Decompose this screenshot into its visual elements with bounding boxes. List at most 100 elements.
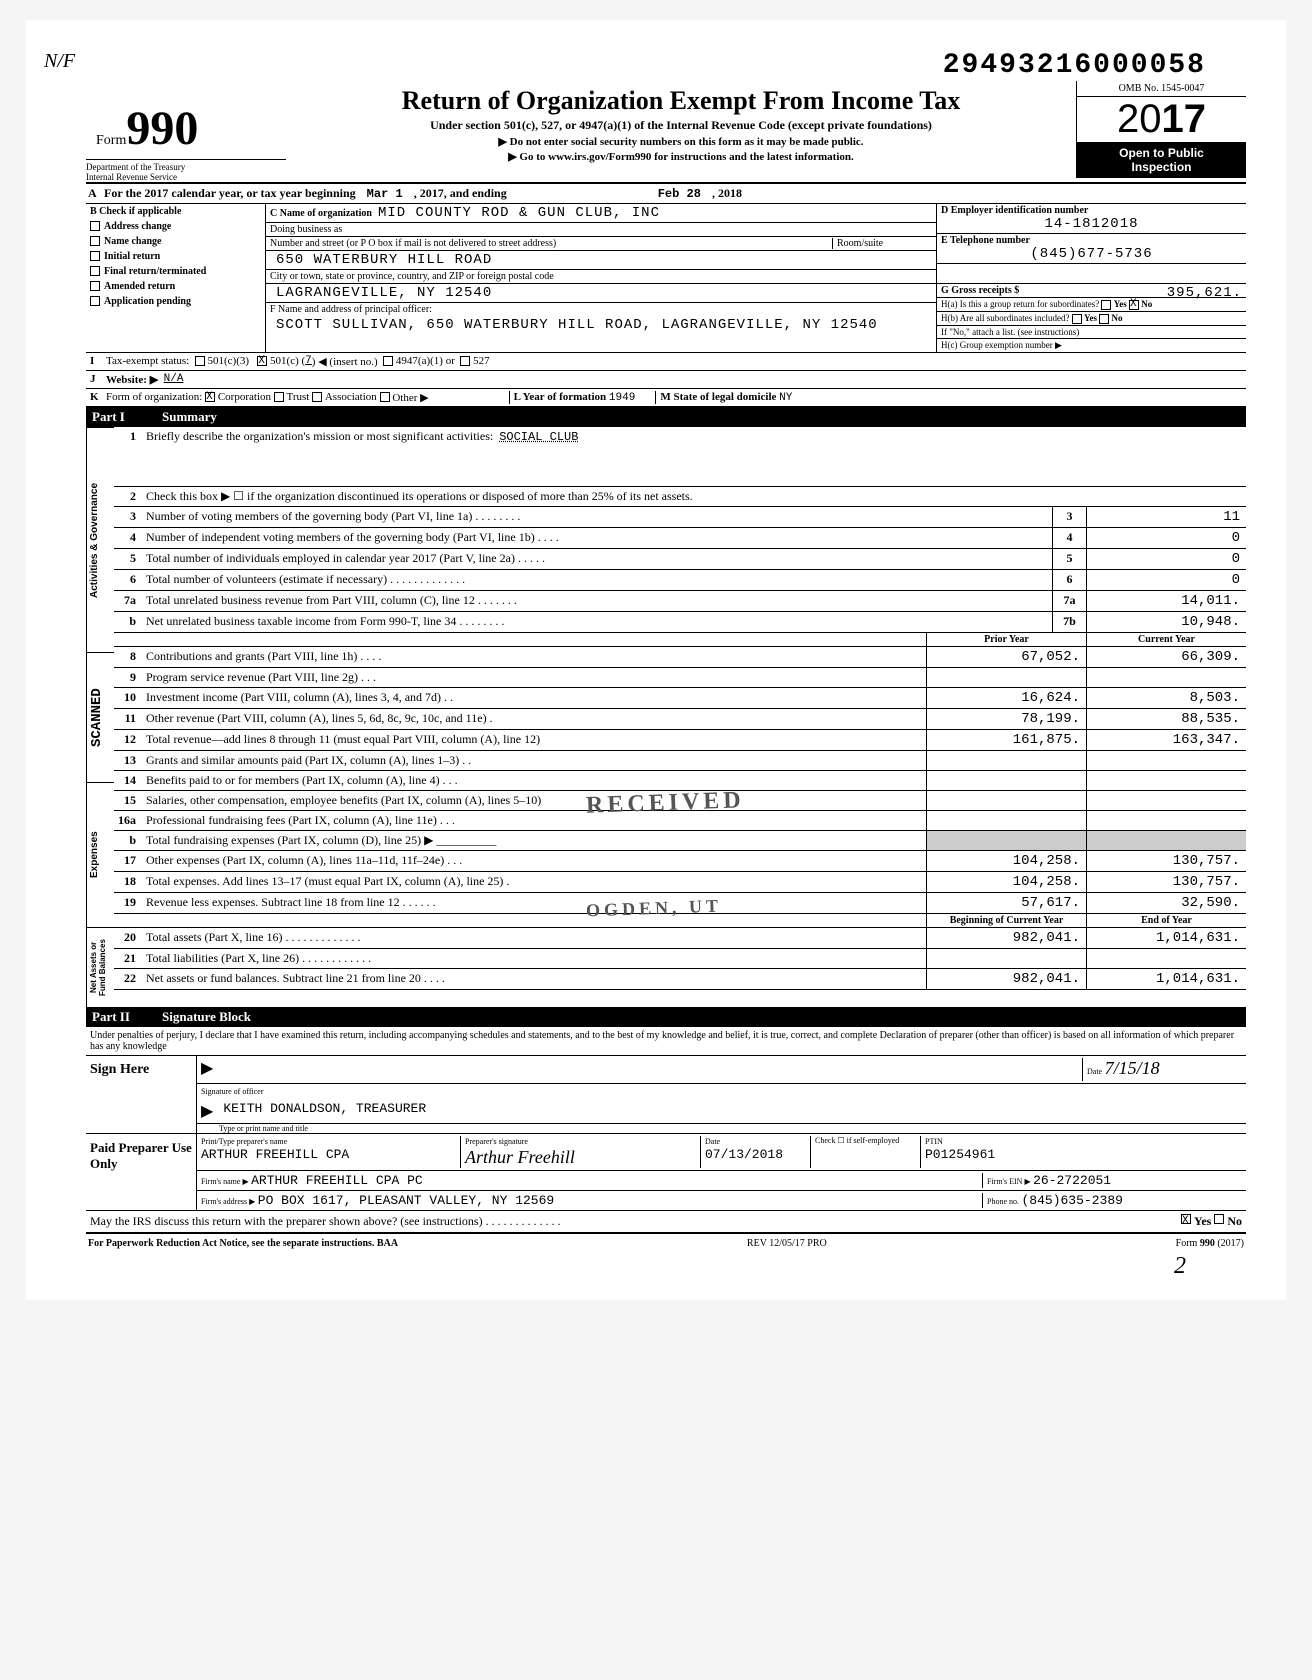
- part1-title: Summary: [162, 409, 217, 425]
- dln: 29493216000058: [86, 50, 1246, 81]
- part-1-header: Part I Summary: [86, 407, 1246, 427]
- l12-desc: Total revenue—add lines 8 through 11 (mu…: [142, 730, 926, 750]
- chk-other[interactable]: [380, 392, 390, 402]
- row-k: K Form of organization: Corporation Trus…: [86, 389, 1246, 407]
- declaration: Under penalties of perjury, I declare th…: [86, 1027, 1246, 1055]
- gross-lbl: G Gross receipts $: [941, 285, 1019, 296]
- l10-desc: Investment income (Part VIII, column (A)…: [142, 688, 926, 708]
- l13-desc: Grants and similar amounts paid (Part IX…: [142, 751, 926, 770]
- sign-date: 7/15/18: [1105, 1058, 1160, 1078]
- city-lbl: City or town, state or province, country…: [270, 271, 554, 282]
- chk-discuss-no[interactable]: [1214, 1214, 1224, 1224]
- telephone: (845)677-5736: [941, 246, 1242, 262]
- l17-py: 104,258.: [926, 851, 1086, 871]
- footer-mid: REV 12/05/17 PRO: [747, 1238, 827, 1249]
- l19-py: 57,617.: [926, 893, 1086, 913]
- chk-ha-no[interactable]: [1129, 300, 1139, 310]
- 501c-lbl: 501(c) (: [270, 355, 305, 367]
- l4-val: 0: [1086, 528, 1246, 548]
- year-suffix: 17: [1162, 97, 1207, 141]
- form-label: Form: [96, 133, 126, 149]
- l8-desc: Contributions and grants (Part VIII, lin…: [142, 647, 926, 667]
- fein-lbl: Firm's EIN ▶: [987, 1177, 1031, 1186]
- side-scanned: SCANNED: [86, 652, 114, 782]
- chk-527[interactable]: [460, 356, 470, 366]
- ha-lbl: H(a) Is this a group return for subordin…: [941, 299, 1099, 309]
- l7a-desc: Total unrelated business revenue from Pa…: [142, 591, 1052, 611]
- chk-assoc[interactable]: [312, 392, 322, 402]
- signature-block: Under penalties of perjury, I declare th…: [86, 1027, 1246, 1232]
- yf-lbl: L Year of formation: [514, 391, 607, 403]
- handwritten-nf: N/F: [44, 50, 75, 73]
- chk-hb-no[interactable]: [1099, 314, 1109, 324]
- l16a-desc: Professional fundraising fees (Part IX, …: [142, 811, 926, 830]
- l6-num: 6: [114, 570, 142, 590]
- l7b-num: b: [114, 612, 142, 632]
- org-name: MID COUNTY ROD & GUN CLUB, INC: [372, 205, 660, 221]
- chk-4947[interactable]: [383, 356, 393, 366]
- room-lbl: Room/suite: [832, 238, 932, 249]
- l4-c: 4: [1052, 528, 1086, 548]
- l3-num: 3: [114, 507, 142, 527]
- subtitle-2a: ▶ Do not enter social security numbers o…: [296, 135, 1066, 148]
- open-to-public: Open to Public Inspection: [1077, 142, 1246, 178]
- chk-ha-yes[interactable]: [1101, 300, 1111, 310]
- l6-val: 0: [1086, 570, 1246, 590]
- l17-desc: Other expenses (Part IX, column (A), lin…: [142, 851, 926, 871]
- l20-desc: Total assets (Part X, line 16) . . . . .…: [142, 928, 926, 948]
- footer-left: For Paperwork Reduction Act Notice, see …: [88, 1238, 398, 1249]
- paid-preparer: Paid Preparer Use Only: [86, 1134, 196, 1210]
- chk-corp[interactable]: [205, 392, 215, 402]
- l8-py: 67,052.: [926, 647, 1086, 667]
- chk-pending[interactable]: [90, 296, 100, 306]
- l12-num: 12: [114, 730, 142, 750]
- l7a-num: 7a: [114, 591, 142, 611]
- arrow-icon: ▶: [201, 1058, 213, 1081]
- l14-desc: Benefits paid to or for members (Part IX…: [142, 771, 926, 790]
- no-lbl: No: [1227, 1214, 1242, 1229]
- hdr-end-year: End of Year: [1086, 914, 1246, 927]
- corp-lbl: Corporation: [218, 391, 271, 403]
- chk-discuss-yes[interactable]: [1181, 1214, 1191, 1224]
- chk-501c[interactable]: [257, 356, 267, 366]
- l7b-c: 7b: [1052, 612, 1086, 632]
- l21-py: [926, 949, 1086, 968]
- l16b-num: b: [114, 831, 142, 850]
- street-address: 650 WATERBURY HILL ROAD: [270, 252, 492, 268]
- l3-val: 11: [1086, 507, 1246, 527]
- chk-addr-change[interactable]: [90, 221, 100, 231]
- l1-d: Briefly describe the organization's miss…: [146, 429, 493, 443]
- website-lbl: Website: ▶: [106, 373, 158, 386]
- chk-amended[interactable]: [90, 281, 100, 291]
- l20-num: 20: [114, 928, 142, 948]
- form-org-lbl: Form of organization:: [106, 391, 202, 403]
- chk-501c3[interactable]: [195, 356, 205, 366]
- tax-exempt-lbl: Tax-exempt status:: [106, 355, 189, 367]
- date-cell: Date 7/15/18: [1082, 1058, 1242, 1081]
- side-netassets: Net Assets or Fund Balances: [86, 927, 114, 1007]
- chk-name-change[interactable]: [90, 236, 100, 246]
- yes-lbl: Yes: [1194, 1214, 1211, 1229]
- l7b-desc: Net unrelated business taxable income fr…: [142, 612, 1052, 632]
- l18-num: 18: [114, 872, 142, 892]
- row-a: A For the 2017 calendar year, or tax yea…: [86, 184, 1246, 204]
- l13-num: 13: [114, 751, 142, 770]
- row-a-label: A: [86, 184, 102, 203]
- row-a-t2: , 2017, and ending: [414, 186, 507, 200]
- b-item-3: Final return/terminated: [104, 266, 206, 277]
- tax-year-begin: Mar 1: [359, 187, 411, 201]
- form-title: Return of Organization Exempt From Incom…: [296, 86, 1066, 116]
- mission: SOCIAL CLUB: [499, 430, 578, 444]
- l11-cy: 88,535.: [1086, 709, 1246, 729]
- part1-num: Part I: [92, 409, 162, 425]
- chk-initial[interactable]: [90, 251, 100, 261]
- chk-hb-yes[interactable]: [1072, 314, 1082, 324]
- city-state-zip: LAGRANGEVILLE, NY 12540: [270, 285, 492, 301]
- l22-num: 22: [114, 969, 142, 989]
- tax-year-end: Feb 28: [650, 187, 709, 201]
- l8-num: 8: [114, 647, 142, 667]
- chk-final[interactable]: [90, 266, 100, 276]
- l22-desc: Net assets or fund balances. Subtract li…: [142, 969, 926, 989]
- l11-py: 78,199.: [926, 709, 1086, 729]
- chk-trust[interactable]: [274, 392, 284, 402]
